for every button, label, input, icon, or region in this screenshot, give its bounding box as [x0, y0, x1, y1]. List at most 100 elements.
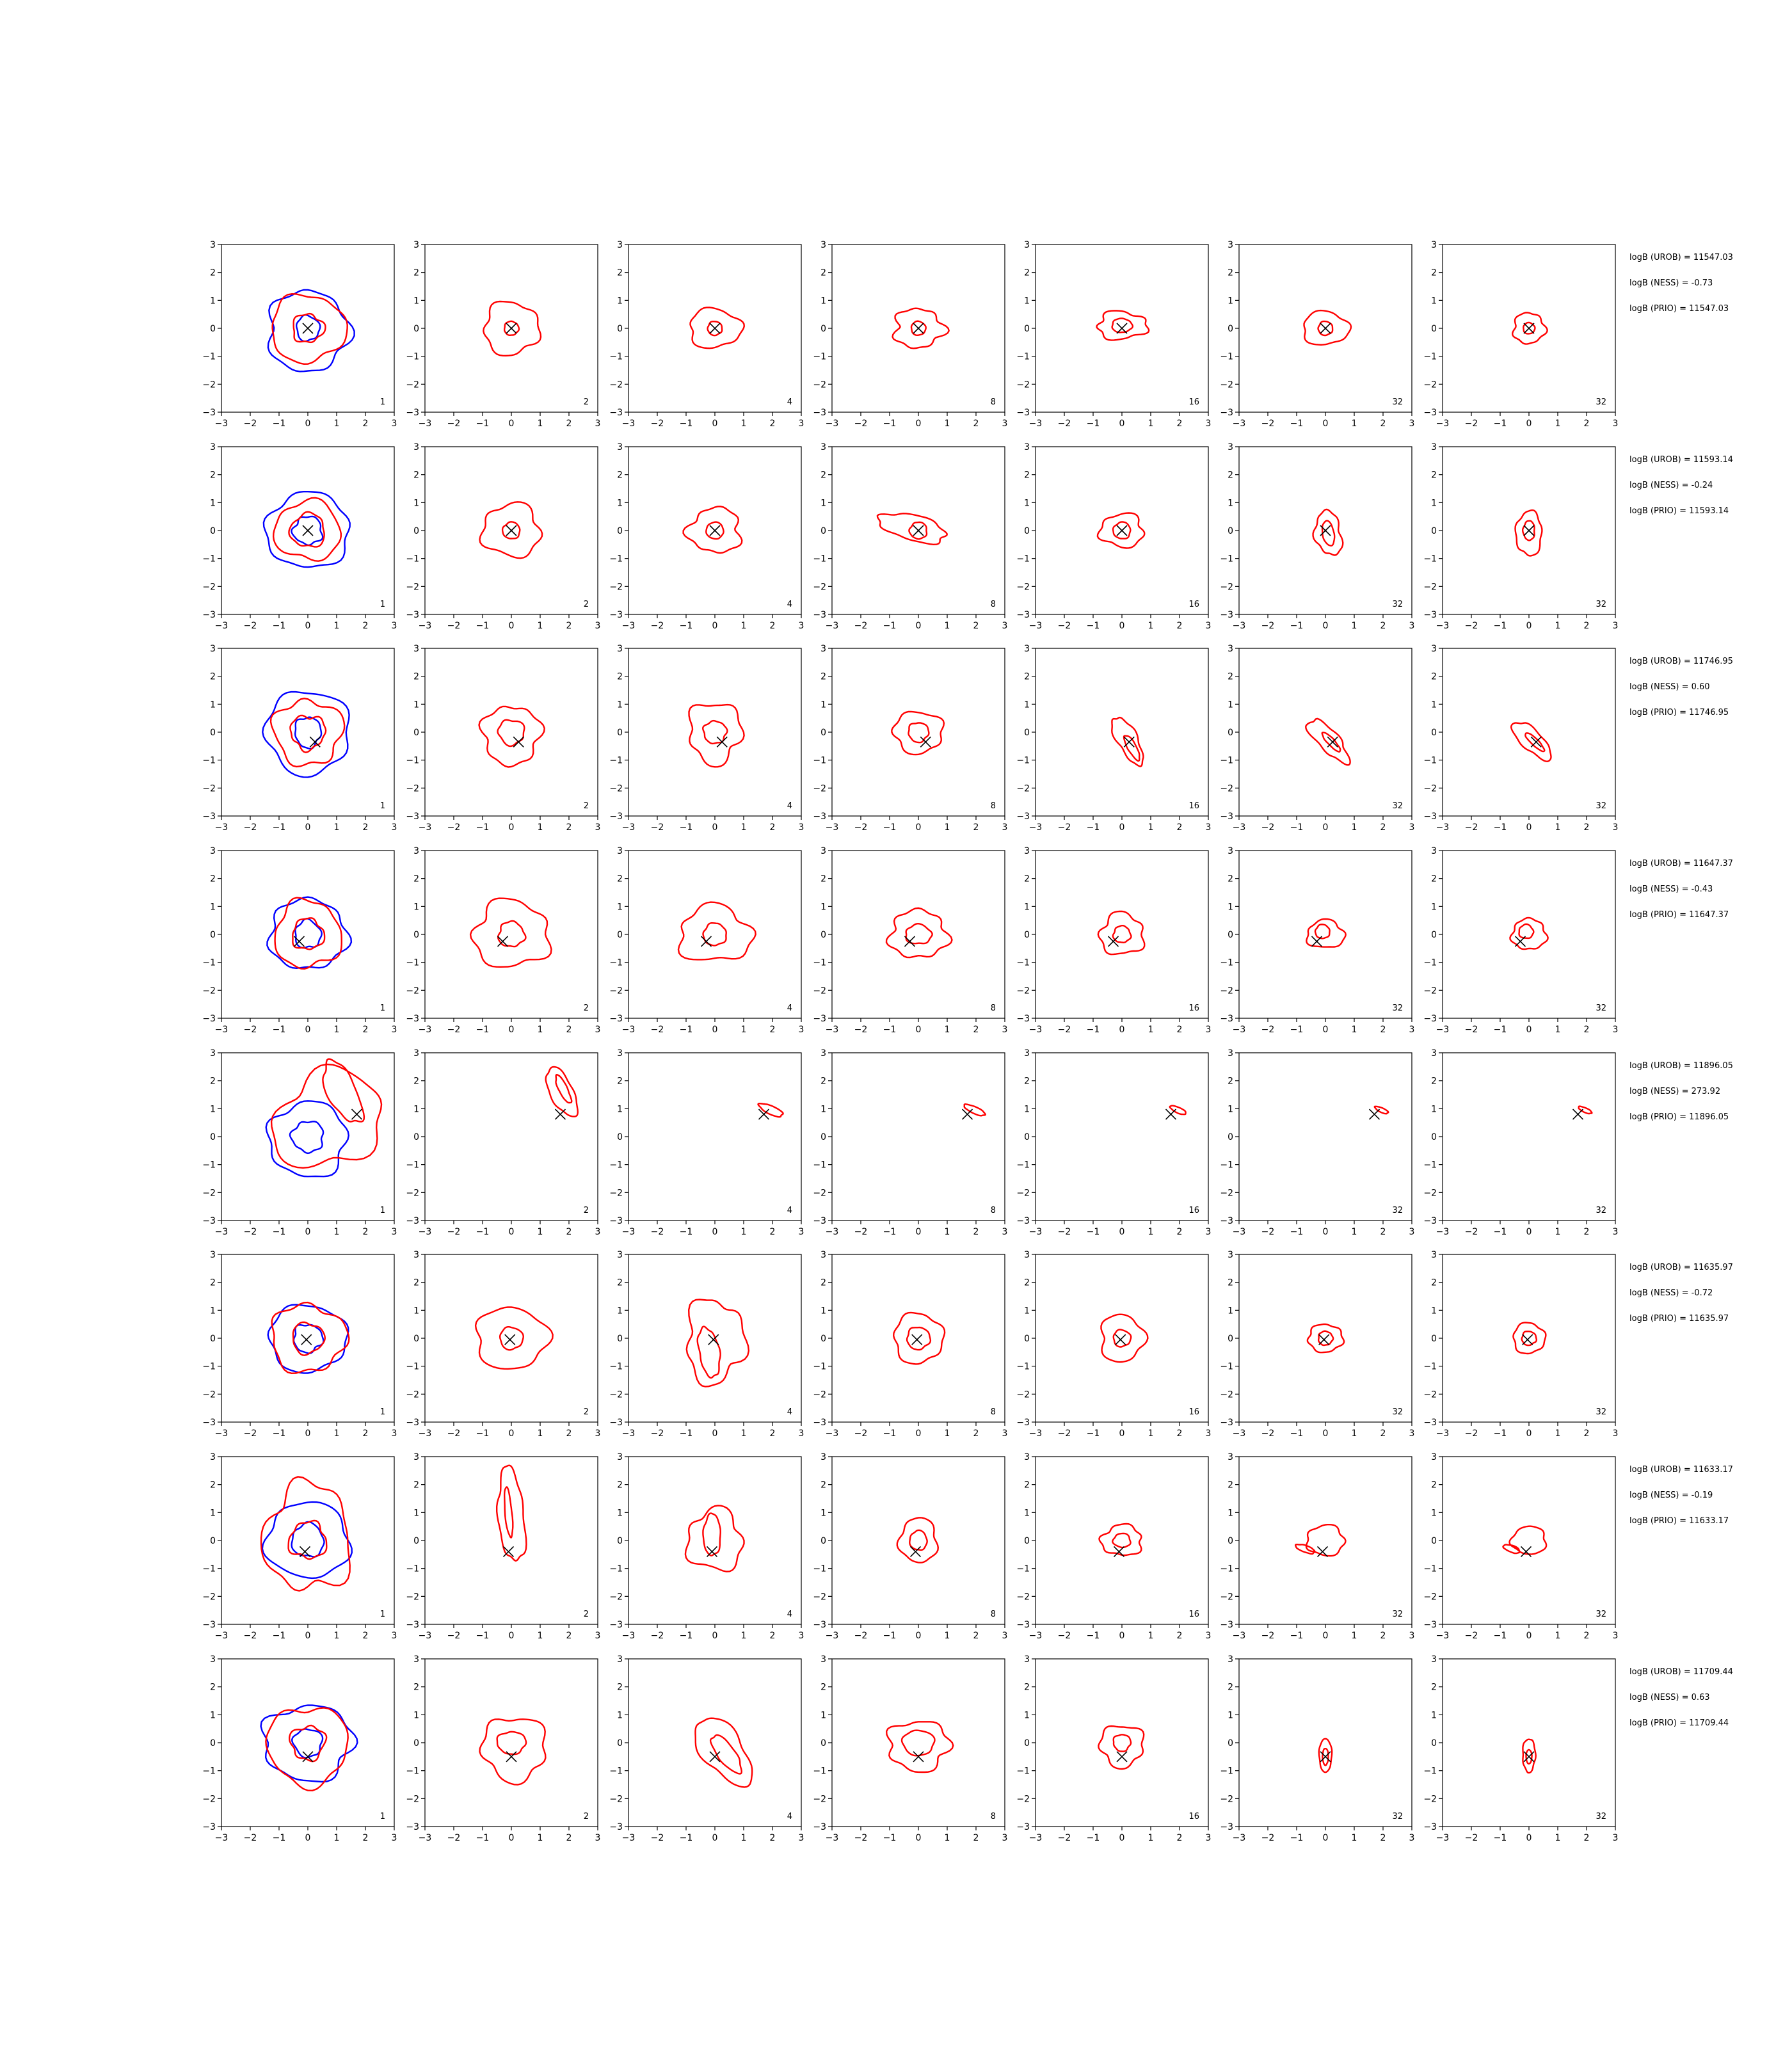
x-tick-label: −3	[826, 1428, 839, 1439]
y-tick-label: 3	[413, 1452, 419, 1462]
x-tick-label: 1	[1555, 1631, 1561, 1641]
x-tick-label: −1	[273, 1227, 286, 1237]
y-tick-label: −1	[609, 958, 623, 968]
x-tick-label: −2	[651, 1428, 664, 1439]
red-contour	[696, 1325, 721, 1379]
y-tick-label: −1	[1016, 554, 1030, 564]
x-tick-label: −3	[622, 822, 636, 833]
red-contour	[684, 1505, 745, 1572]
red-contour	[271, 1301, 350, 1375]
panel-label: 2	[584, 600, 589, 609]
axes-frame	[1238, 850, 1412, 1019]
x-tick-label: −1	[1087, 419, 1100, 429]
y-tick-label: 3	[617, 1250, 623, 1260]
y-tick-label: 2	[1228, 1683, 1233, 1693]
y-tick-label: 0	[1431, 1738, 1437, 1748]
x-tick-label: 3	[595, 1227, 601, 1237]
y-tick-label: 3	[1228, 1250, 1233, 1260]
x-tick-label: 3	[1206, 621, 1212, 631]
y-tick-label: 3	[617, 442, 623, 452]
blue-contour	[267, 289, 355, 372]
x-tick-label: −1	[1494, 419, 1507, 429]
axes-frame	[424, 1456, 598, 1625]
y-tick-label: −2	[1423, 380, 1437, 390]
contour-panel: −3−3 −2 −2 −1 −1 0 0 1 1 2 2 3 3 4	[609, 1452, 804, 1641]
x-tick-label: 2	[1584, 419, 1590, 429]
y-tick-label: 0	[1431, 324, 1437, 334]
x-tick-label: 0	[1119, 1227, 1125, 1237]
logb-score-label: logB (PRIO) = 11647.37	[1629, 910, 1729, 920]
red-contour	[483, 300, 542, 357]
panel-label: 32	[1392, 600, 1403, 609]
contour-panel: −3−3 −2 −2 −1 −1 0 0 1 1 2 2 3 3 16	[1016, 1654, 1211, 1843]
x-tick-label: −3	[1233, 1428, 1246, 1439]
y-tick-label: 3	[1431, 1250, 1437, 1260]
x-tick-label: 3	[595, 1428, 601, 1439]
axes-frame	[221, 850, 395, 1019]
x-tick-label: −3	[1436, 1025, 1450, 1035]
y-tick-label: 0	[617, 728, 623, 738]
y-tick-label: 3	[617, 644, 623, 654]
y-tick-label: 2	[413, 1076, 419, 1087]
y-tick-label: −3	[406, 408, 419, 418]
y-tick-label: −1	[406, 958, 419, 968]
y-tick-label: −2	[202, 380, 216, 390]
x-tick-label: −3	[1233, 1833, 1246, 1843]
y-tick-label: −2	[813, 986, 826, 996]
y-tick-label: 3	[820, 442, 826, 452]
y-tick-label: 0	[1228, 728, 1233, 738]
x-tick-label: 2	[770, 621, 776, 631]
y-tick-label: −2	[609, 783, 623, 794]
red-contour	[688, 703, 745, 768]
blue-contour	[292, 1324, 324, 1354]
red-contour	[876, 513, 948, 546]
y-tick-label: 1	[413, 296, 419, 306]
x-tick-label: −3	[215, 1428, 228, 1439]
y-tick-label: 1	[1228, 1104, 1233, 1114]
y-tick-label: 1	[1024, 902, 1030, 912]
y-tick-label: 2	[210, 470, 216, 481]
x-tick-label: −1	[1494, 1631, 1507, 1641]
y-tick-label: −2	[1220, 986, 1233, 996]
y-tick-label: −2	[1016, 986, 1030, 996]
logb-score-label: logB (UROB) = 11709.44	[1629, 1667, 1733, 1677]
y-tick-label: −1	[813, 1160, 826, 1171]
y-tick-label: −1	[1220, 1362, 1233, 1372]
y-tick-label: −1	[1016, 1564, 1030, 1574]
red-contour	[1305, 1524, 1347, 1557]
x-tick-label: −2	[1058, 1833, 1071, 1843]
x-tick-label: 0	[509, 1025, 515, 1035]
x-tick-label: −2	[1058, 1631, 1071, 1641]
y-tick-label: 1	[820, 1508, 826, 1518]
y-tick-label: 1	[1024, 700, 1030, 710]
logb-score-label: logB (PRIO) = 11746.95	[1629, 708, 1729, 717]
true-location-marker	[1522, 1334, 1533, 1345]
red-contour	[908, 722, 930, 744]
panel-label: 32	[1392, 1004, 1403, 1013]
y-tick-label: 0	[413, 526, 419, 536]
axes-frame	[628, 1658, 802, 1827]
y-tick-label: 1	[617, 902, 623, 912]
x-tick-label: 2	[363, 419, 369, 429]
panel-label: 1	[380, 801, 385, 811]
x-tick-label: −1	[883, 822, 897, 833]
x-tick-label: 2	[363, 822, 369, 833]
x-tick-label: 2	[1380, 1428, 1386, 1439]
contour-panel: −3−3 −2 −2 −1 −1 0 0 1 1 2 2 3 3 1	[202, 846, 397, 1035]
y-tick-label: 1	[1431, 1306, 1437, 1316]
x-tick-label: 0	[712, 1631, 718, 1641]
x-tick-label: −1	[883, 419, 897, 429]
red-contour	[702, 922, 727, 947]
y-tick-label: 0	[210, 1536, 216, 1546]
true-location-marker	[716, 736, 728, 748]
x-tick-label: 0	[712, 1428, 718, 1439]
contour-panel: −3−3 −2 −2 −1 −1 0 0 1 1 2 2 3 3 32	[1220, 1048, 1414, 1237]
red-contour	[694, 1717, 753, 1788]
red-contour	[1317, 320, 1334, 337]
x-tick-label: −3	[215, 1227, 228, 1237]
blue-contour	[262, 491, 351, 568]
logb-score-label: logB (NESS) = -0.24	[1629, 481, 1713, 490]
panel-label: 32	[1596, 1004, 1606, 1013]
y-tick-label: −1	[406, 1766, 419, 1777]
x-tick-label: 1	[1352, 621, 1357, 631]
